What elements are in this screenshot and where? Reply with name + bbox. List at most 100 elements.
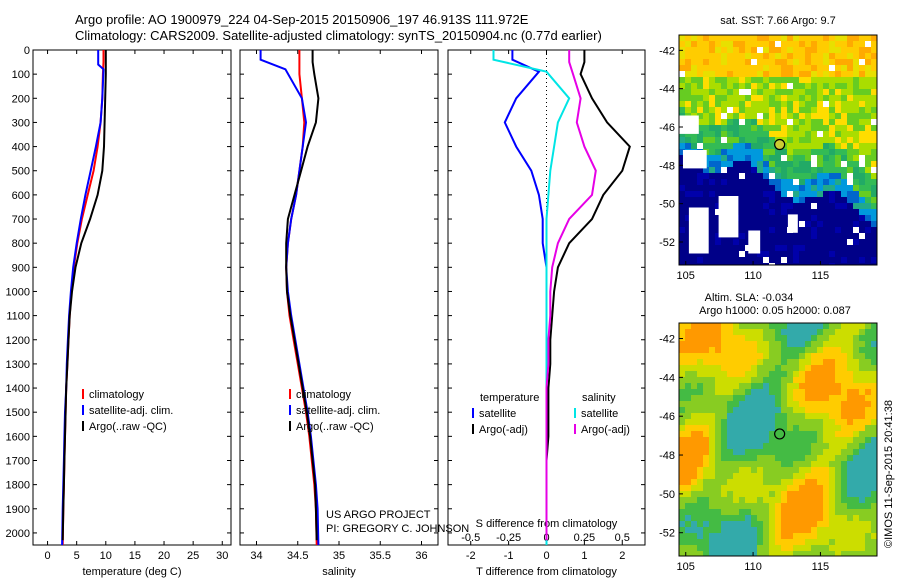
- map-cell: [841, 167, 847, 173]
- map-cell: [727, 359, 733, 365]
- map-cell: [811, 371, 817, 377]
- map-cell: [841, 65, 847, 71]
- map-cell: [769, 413, 775, 419]
- map-cell: [781, 539, 787, 545]
- map-cell: [739, 437, 745, 443]
- map-cell: [775, 335, 781, 341]
- map-cell: [811, 485, 817, 491]
- map-cell: [835, 467, 841, 473]
- map-cell: [757, 497, 763, 503]
- map-cell: [817, 413, 823, 419]
- map-cell: [691, 395, 697, 401]
- map-cell: [685, 491, 691, 497]
- map-cell: [829, 53, 835, 59]
- map-cell: [691, 491, 697, 497]
- map-cell: [859, 41, 865, 47]
- map-cell: [871, 443, 877, 449]
- map-cell: [817, 227, 823, 233]
- map-cell: [691, 485, 697, 491]
- map-cell: [859, 527, 865, 533]
- map-cell: [739, 551, 745, 556]
- map-cell: [769, 329, 775, 335]
- map-cell: [805, 47, 811, 53]
- map-cell: [859, 263, 865, 265]
- map-cell: [829, 323, 835, 329]
- map-cell: [739, 545, 745, 551]
- map-cell: [721, 173, 727, 179]
- map-cell: [847, 491, 853, 497]
- map-cell: [709, 221, 715, 227]
- map-cell: [823, 407, 829, 413]
- map-cell: [679, 35, 685, 41]
- map-cell: [727, 479, 733, 485]
- map-cell: [757, 347, 763, 353]
- map-cell: [841, 257, 847, 263]
- map-cell: [823, 209, 829, 215]
- map-cell: [733, 53, 739, 59]
- map-cell: [829, 83, 835, 89]
- map-cell: [745, 449, 751, 455]
- map-cell: [823, 179, 829, 185]
- map-cell: [841, 173, 847, 179]
- map-cell: [769, 449, 775, 455]
- map-cell: [805, 257, 811, 263]
- map-cell: [745, 359, 751, 365]
- map-cell: [733, 509, 739, 515]
- map-cell: [823, 497, 829, 503]
- map-cell: [721, 491, 727, 497]
- map-cell: [805, 377, 811, 383]
- map-cell: [841, 47, 847, 53]
- map-cell: [835, 383, 841, 389]
- map-cell: [715, 209, 721, 215]
- map-cell: [847, 377, 853, 383]
- map-cell: [679, 383, 685, 389]
- map-cell: [703, 263, 709, 265]
- map-cell: [721, 407, 727, 413]
- map-cell: [859, 35, 865, 41]
- map-cell: [769, 203, 775, 209]
- map-cell: [775, 347, 781, 353]
- map-cell: [829, 539, 835, 545]
- map-cell: [709, 137, 715, 143]
- map-cell: [733, 497, 739, 503]
- missing-data-patch: [682, 150, 707, 169]
- map-cell: [865, 449, 871, 455]
- map-cell: [865, 371, 871, 377]
- map-cell: [871, 377, 877, 383]
- map-cell: [691, 89, 697, 95]
- map-cell: [715, 143, 721, 149]
- map-cell: [697, 191, 703, 197]
- missing-data-patch: [748, 230, 761, 254]
- map-cell: [787, 413, 793, 419]
- map-cell: [721, 257, 727, 263]
- map-cell: [799, 263, 805, 265]
- map-cell: [823, 431, 829, 437]
- map-cell: [763, 155, 769, 161]
- x2-tick-label: -0.25: [496, 532, 521, 544]
- map-cell: [847, 455, 853, 461]
- map-cell: [679, 203, 685, 209]
- map-cell: [751, 65, 757, 71]
- x-tick-label: 2: [619, 550, 625, 562]
- map-cell: [739, 125, 745, 131]
- map-cell: [757, 257, 763, 263]
- map-cell: [739, 89, 745, 95]
- map-cell: [865, 443, 871, 449]
- map-cell: [781, 131, 787, 137]
- map-cell: [793, 119, 799, 125]
- map-cell: [805, 53, 811, 59]
- map-cell: [727, 173, 733, 179]
- map-cell: [721, 377, 727, 383]
- map-cell: [841, 101, 847, 107]
- map-cell: [703, 431, 709, 437]
- map-cell: [703, 425, 709, 431]
- map-cell: [733, 257, 739, 263]
- map-cell: [793, 101, 799, 107]
- map-cell: [811, 341, 817, 347]
- map-cell: [685, 473, 691, 479]
- map-cell: [859, 461, 865, 467]
- map-cell: [829, 35, 835, 41]
- map-cell: [745, 107, 751, 113]
- map-cell: [859, 437, 865, 443]
- map-cell: [715, 437, 721, 443]
